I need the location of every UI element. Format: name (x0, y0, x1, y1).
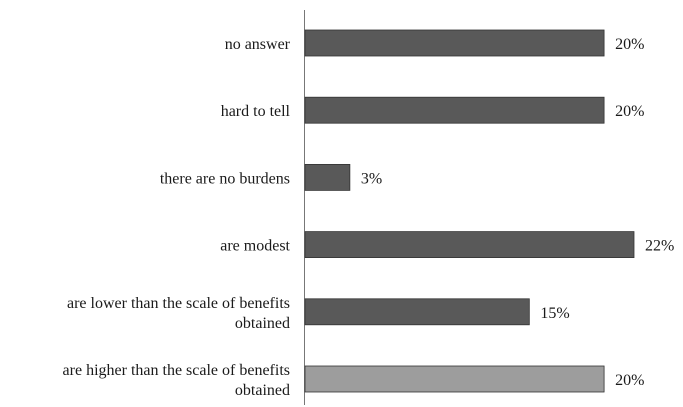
category-label: are lower than the scale of benefits (67, 295, 290, 312)
category-label: obtained (235, 382, 290, 399)
value-label: 3% (361, 170, 382, 187)
value-label: 15% (540, 305, 569, 322)
bar (304, 29, 605, 57)
category-label: no answer (225, 36, 291, 53)
value-label: 20% (615, 103, 644, 120)
category-label: are higher than the scale of benefits (63, 362, 290, 379)
value-label: 22% (645, 238, 674, 255)
value-label: 20% (615, 372, 644, 389)
bar (304, 231, 635, 259)
category-label: are modest (220, 238, 290, 255)
bar (304, 96, 605, 124)
bar (304, 365, 605, 393)
category-label: obtained (235, 315, 290, 332)
bar (304, 298, 530, 326)
category-label: hard to tell (221, 103, 291, 120)
bar (304, 163, 351, 191)
value-label: 20% (615, 36, 644, 53)
category-label: there are no burdens (160, 170, 290, 187)
